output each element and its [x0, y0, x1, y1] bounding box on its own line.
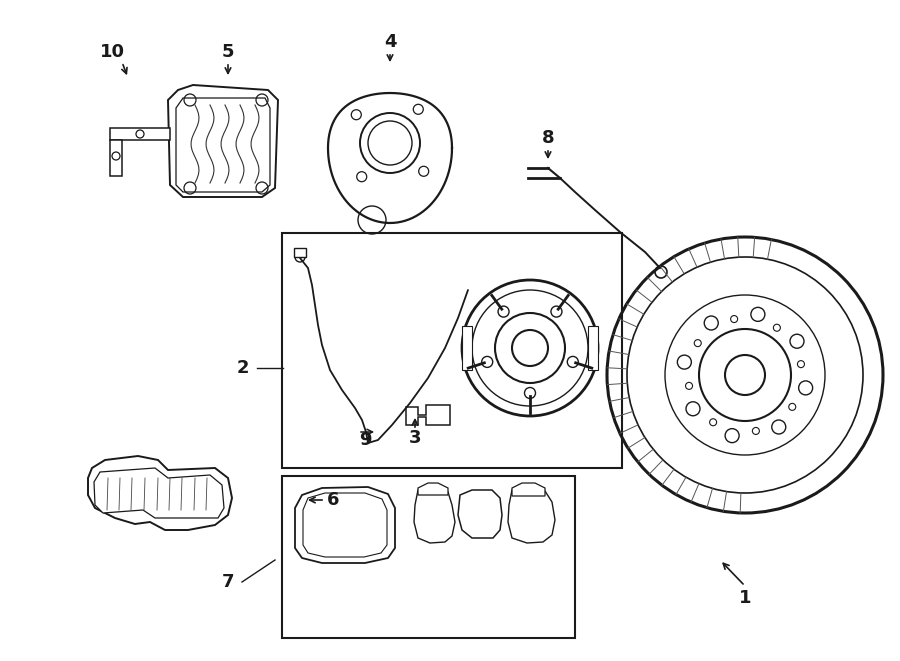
Polygon shape — [508, 487, 555, 543]
Polygon shape — [414, 488, 455, 543]
Text: 3: 3 — [409, 429, 421, 447]
Polygon shape — [458, 490, 502, 538]
Polygon shape — [512, 483, 545, 496]
Polygon shape — [406, 405, 450, 425]
Text: 2: 2 — [237, 359, 249, 377]
Polygon shape — [303, 493, 387, 557]
Text: 7: 7 — [221, 573, 234, 591]
Polygon shape — [110, 140, 122, 176]
Polygon shape — [295, 487, 395, 563]
Text: 10: 10 — [100, 43, 124, 61]
Polygon shape — [418, 483, 448, 495]
Text: 4: 4 — [383, 33, 396, 51]
Polygon shape — [168, 85, 278, 197]
Polygon shape — [110, 128, 170, 140]
Text: 5: 5 — [221, 43, 234, 61]
Polygon shape — [588, 326, 598, 370]
Polygon shape — [294, 248, 306, 257]
Polygon shape — [94, 468, 224, 518]
Text: 9: 9 — [359, 431, 371, 449]
Bar — [282, 476, 575, 638]
Polygon shape — [462, 326, 472, 370]
Polygon shape — [176, 98, 270, 192]
Text: 1: 1 — [739, 589, 752, 607]
Text: 6: 6 — [327, 491, 339, 509]
Bar — [282, 233, 622, 468]
Polygon shape — [88, 456, 232, 530]
Text: 8: 8 — [542, 129, 554, 147]
